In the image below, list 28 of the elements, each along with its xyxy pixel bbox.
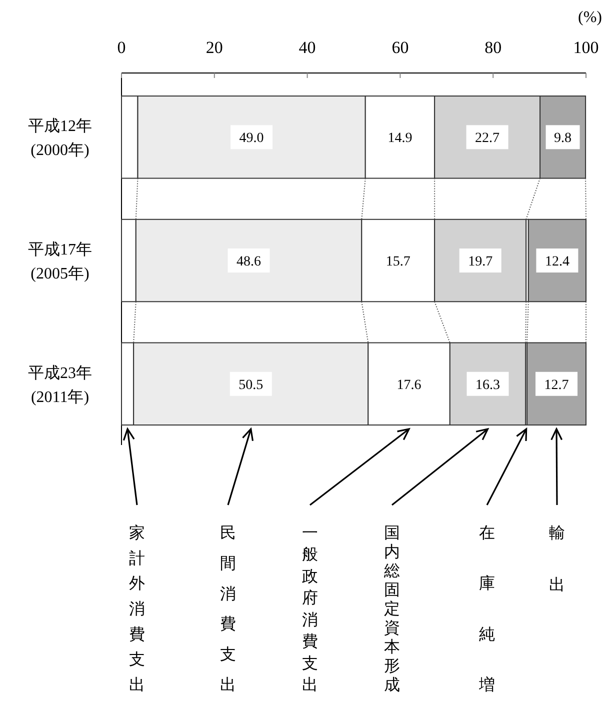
data-label: 14.9 [388, 131, 412, 146]
x-tick-label: 40 [298, 38, 316, 57]
x-tick-label: 0 [117, 38, 126, 57]
x-tick-label: 20 [206, 38, 223, 57]
text: 在庫純増 [479, 525, 495, 694]
y-tick-label: 平成12年 (2000年) [28, 117, 92, 160]
y-tick-label: 平成17年 (2005年) [28, 240, 92, 283]
data-label: 48.6 [236, 254, 262, 270]
data-label: 15.7 [386, 254, 410, 270]
x-tick-label: 60 [392, 38, 409, 57]
x-axis-title: (%) [578, 9, 602, 26]
data-label: 12.7 [544, 378, 569, 393]
data-label: 50.5 [238, 378, 264, 393]
y-tick-label: 平成23年 (2011年) [28, 364, 92, 406]
text: 家計外消費支出 [129, 524, 145, 694]
data-label: 19.7 [468, 254, 493, 270]
data-label: 49.0 [239, 131, 264, 146]
text: 一般政府消費支出 [302, 525, 318, 694]
data-label: 17.6 [396, 378, 422, 393]
data-label: 9.8 [554, 131, 572, 146]
text: 民間消費支出 [220, 525, 236, 694]
x-tick-label: 100 [573, 38, 599, 57]
text: 国内総固定資本形成 [384, 525, 400, 694]
x-tick-label: 80 [484, 38, 502, 57]
data-label: 22.7 [475, 131, 500, 146]
data-label: 12.4 [544, 254, 570, 270]
data-label: 16.3 [476, 378, 500, 393]
text: 輸出 [549, 525, 565, 594]
